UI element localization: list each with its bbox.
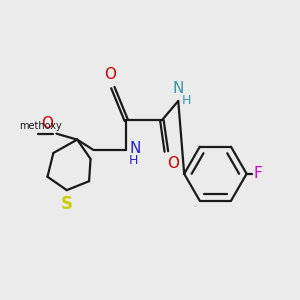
Text: O: O xyxy=(167,156,179,171)
Text: methoxy: methoxy xyxy=(19,121,62,131)
Text: H: H xyxy=(129,154,139,167)
Text: H: H xyxy=(182,94,191,106)
Text: F: F xyxy=(253,166,262,181)
Text: N: N xyxy=(129,141,141,156)
Text: O: O xyxy=(104,67,116,82)
Text: S: S xyxy=(61,196,73,214)
Text: O: O xyxy=(41,116,53,131)
Text: N: N xyxy=(172,81,184,96)
